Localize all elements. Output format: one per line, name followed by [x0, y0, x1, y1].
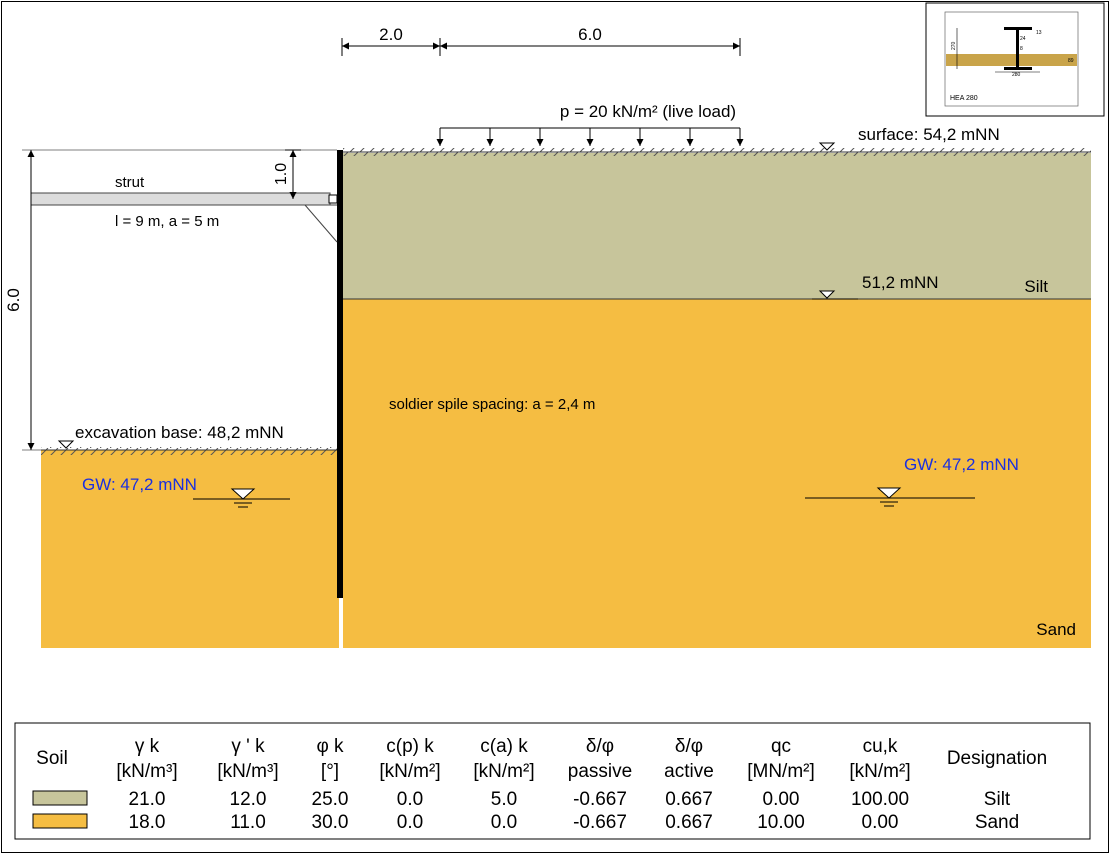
profile-dim-8: 8: [1020, 46, 1023, 52]
table-header: δ/φ: [586, 736, 614, 757]
excavation-depth-label: 6.0: [4, 288, 23, 312]
table-cell: 25.0: [312, 789, 349, 810]
soil-table: Soil γ k [kN/m³] γ ' k [kN/m³] φ k [°] c(p) k [k…: [14, 722, 1091, 840]
table-cell: 0.00: [763, 789, 800, 810]
table-header-unit: [kN/m³]: [116, 761, 177, 782]
table-cell: -0.667: [573, 789, 627, 810]
table-cell: 0.0: [397, 789, 423, 810]
sand-layer-right: [343, 299, 1091, 648]
table-cell: 5.0: [491, 789, 517, 810]
hea-section-icon: [1004, 27, 1032, 70]
groundwater-left-label: GW: 47,2 mNN: [82, 475, 197, 494]
strut-brace: [304, 204, 338, 243]
table-cell: 100.00: [851, 789, 909, 810]
profile-dim-13: 13: [1036, 30, 1042, 36]
profile-dim-280: 280: [1012, 72, 1021, 78]
strut: [30, 192, 331, 206]
table-cell: 0.0: [397, 812, 423, 833]
soldier-pile-wall: [337, 150, 343, 598]
strut-properties-label: l = 9 m, a = 5 m: [115, 213, 219, 230]
table-header: Soil: [36, 748, 68, 769]
table-header-unit: [kN/m²]: [379, 761, 440, 782]
dimension-6-label: 6.0: [578, 25, 602, 44]
table-header: γ ' k: [231, 736, 265, 757]
table-cell: 18.0: [129, 812, 166, 833]
table-cell: 12.0: [230, 789, 267, 810]
silt-label: Silt: [1024, 277, 1048, 296]
table-cell: 0.667: [665, 789, 713, 810]
table-cell: 21.0: [129, 789, 166, 810]
silt-layer: [343, 153, 1091, 299]
table-header-unit: [kN/m²]: [849, 761, 910, 782]
table-cell: 0.667: [665, 812, 713, 833]
live-load-arrows: [436, 128, 744, 146]
excavation-marker-icon: [57, 440, 75, 449]
table-header-unit: passive: [568, 761, 632, 782]
table-header: cu,k: [863, 736, 898, 757]
profile-dim-89: 89: [1068, 58, 1074, 64]
table-header-unit: [°]: [321, 761, 339, 782]
table-header: c(a) k: [480, 736, 528, 757]
dimension-2-label: 2.0: [379, 25, 403, 44]
profile-dim-24: 24: [1020, 36, 1026, 42]
excavation-hatch: [41, 447, 339, 455]
strut-label: strut: [115, 174, 145, 191]
sand-layer-left: [41, 450, 339, 648]
excavation-base-label: excavation base: 48,2 mNN: [75, 423, 284, 442]
table-cell: 0.00: [862, 812, 899, 833]
table-header: φ k: [316, 736, 344, 757]
table-cell: 0.0: [491, 812, 517, 833]
table-header: γ k: [135, 736, 160, 757]
profile-soil-band: [946, 54, 1077, 66]
soil-color-swatch: [32, 790, 88, 806]
table-header: Designation: [947, 748, 1047, 769]
table-cell: Sand: [975, 812, 1019, 833]
soil-color-swatch: [32, 813, 88, 829]
table-header-unit: [MN/m²]: [747, 761, 815, 782]
live-load-label: p = 20 kN/m² (live load): [560, 102, 736, 121]
profile-name: HEA 280: [950, 95, 978, 102]
sand-label: Sand: [1036, 620, 1076, 639]
table-cell: 10.00: [757, 812, 805, 833]
silt-boundary-label: 51,2 mNN: [862, 273, 939, 292]
surface-label: surface: 54,2 mNN: [858, 125, 1000, 144]
table-cell: 11.0: [230, 812, 266, 833]
groundwater-left-icon: [193, 488, 290, 508]
table-cell: Silt: [984, 789, 1011, 810]
table-cell: 30.0: [312, 812, 349, 833]
soil-table-frame: [14, 722, 1091, 840]
table-cell: -0.667: [573, 812, 627, 833]
pile-spacing-label: soldier spile spacing: a = 2,4 m: [389, 396, 595, 413]
profile-inset: 13 24 8 270 280 89 HEA 280: [925, 2, 1105, 117]
table-header-unit: [kN/m³]: [217, 761, 278, 782]
surface-marker-icon: [818, 142, 836, 151]
groundwater-right-icon: [805, 487, 975, 507]
groundwater-right-label: GW: 47,2 mNN: [904, 455, 1019, 474]
strut-depth-label: 1.0: [273, 163, 290, 185]
table-header: δ/φ: [675, 736, 703, 757]
table-header: c(p) k: [386, 736, 434, 757]
profile-dim-270: 270: [951, 41, 957, 50]
table-header-unit: [kN/m²]: [473, 761, 534, 782]
strut-connector: [328, 194, 338, 204]
silt-boundary-marker-icon: [818, 290, 836, 299]
table-header: qc: [771, 736, 791, 757]
table-header-unit: active: [664, 761, 714, 782]
